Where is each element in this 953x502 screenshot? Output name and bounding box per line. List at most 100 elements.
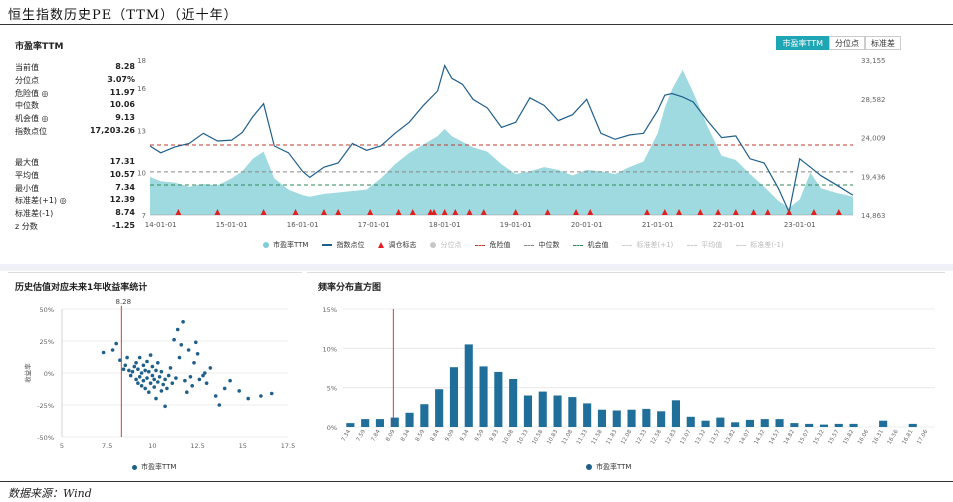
x-tick-label: 7.34 (341, 429, 353, 443)
stat-row: 标准差(+1) ◎ 12.39 (15, 195, 135, 207)
tab-pe-ttm[interactable]: 市盈率TTM (776, 36, 829, 50)
histogram-bar (775, 419, 784, 427)
x-tick-label: 17.06 (916, 429, 929, 446)
histogram-bar (849, 423, 858, 427)
x-tick-label: 7.5 (102, 442, 112, 450)
x-tick-label: 10.33 (517, 429, 530, 446)
tab-percentile[interactable]: 分位点 (829, 36, 865, 50)
legend-item[interactable]: 标准差(+1) (622, 240, 673, 250)
stat-label: 机会值 ◎ (15, 114, 49, 124)
x-tick-label: 17.5 (281, 442, 295, 450)
legend-item[interactable]: 调仓标志 (378, 240, 416, 250)
scatter-point (137, 375, 142, 379)
title-divider (0, 24, 953, 25)
scatter-point (125, 355, 129, 360)
scatter-point (179, 343, 184, 347)
x-tick-label: 13.57 (709, 429, 722, 446)
scatter-point (147, 369, 151, 374)
y-tick-label: -50% (37, 434, 54, 442)
legend-swatch-icon (475, 244, 486, 246)
stat-label: 标准差(-1) (15, 209, 54, 219)
scatter-point (204, 381, 209, 385)
x-tick-label: 8.59 (415, 429, 427, 443)
stat-row: 当前值 8.28 (15, 62, 135, 74)
stat-label: 危险值 ◎ (15, 88, 49, 98)
histogram-bar (745, 419, 754, 427)
left-y-tick-label: 13 (137, 127, 146, 135)
rebalance-marker (320, 209, 327, 215)
x-tick-label: 10 (148, 442, 156, 450)
histogram-bar (420, 404, 429, 427)
stat-value: 3.07% (107, 74, 135, 84)
pe-panel-title: 市盈率TTM (15, 42, 64, 52)
right-y-tick-label: 33,155 (861, 57, 886, 65)
histogram-bar (879, 420, 888, 427)
rebalance-marker (676, 209, 683, 215)
legend-label: 中位数 (538, 241, 560, 249)
legend-swatch-icon (430, 242, 437, 248)
histogram-bar (716, 417, 725, 427)
scatter-point (159, 369, 164, 374)
stat-value: 17.31 (109, 157, 135, 166)
legend-item[interactable]: 标准差(-1) (736, 240, 784, 250)
y-tick-label: 5% (327, 385, 337, 393)
scatter-point (208, 366, 213, 370)
x-tick-label: 8.34 (400, 429, 412, 443)
stat-row: 分位点 3.07% (15, 75, 135, 87)
scatter-point (185, 390, 189, 394)
stat-row: 指数点位 17,203.26 (15, 126, 135, 138)
rebalance-marker (214, 209, 221, 215)
scatter-point (132, 364, 137, 369)
x-tick-label: 11.83 (605, 429, 618, 446)
scatter-point (136, 381, 140, 385)
scatter-point (156, 380, 160, 384)
scatter-point (194, 340, 198, 345)
x-tick-label: 18-01-01 (429, 221, 461, 229)
stat-value: 8.28 (115, 62, 135, 71)
stat-value: 10.06 (109, 100, 135, 110)
histogram-bar (612, 410, 621, 427)
legend-swatch-icon (263, 242, 269, 248)
stat-label: 平均值 (15, 170, 39, 180)
legend-swatch-icon (524, 244, 535, 246)
legend-item[interactable]: 危险值 (475, 240, 510, 250)
legend-item[interactable]: 指数点位 (322, 240, 364, 250)
right-y-tick-label: 19,436 (861, 173, 886, 181)
histogram-bar (553, 395, 562, 427)
stat-label: 标准差(+1) ◎ (15, 196, 67, 206)
legend-item[interactable]: 市盈率TTM (263, 240, 308, 250)
x-tick-label: 16.06 (857, 429, 870, 446)
x-tick-label: 12.5 (190, 442, 204, 450)
legend-label: 机会值 (587, 241, 609, 249)
legend-swatch-icon (378, 242, 385, 248)
stat-row: 最小值 7.34 (15, 183, 135, 195)
tab-std-dev[interactable]: 标准差 (865, 36, 901, 50)
scatter-point (123, 363, 128, 368)
scatter-point (141, 363, 146, 368)
histogram-bar (671, 400, 680, 427)
legend-item[interactable]: 机会值 (573, 240, 608, 250)
legend-item[interactable]: 中位数 (524, 240, 559, 250)
stat-value: 12.39 (109, 195, 135, 205)
rebalance-marker (587, 209, 594, 215)
scatter-point (201, 373, 205, 378)
y-tick-label: 15% (323, 306, 337, 314)
scatter-point (246, 396, 250, 401)
scatter-legend-marker (132, 464, 137, 470)
histogram-bar (390, 417, 399, 427)
legend-label: 指数点位 (336, 241, 365, 249)
legend-item[interactable]: 平均值 (687, 240, 722, 250)
legend-item[interactable]: 分位点 (430, 240, 461, 250)
pe-history-panel: 市盈率TTM 市盈率TTM 分位点 标准差 当前值 8.28 分位点 3.07% 危险值… (8, 30, 945, 262)
left-y-tick-label: 10 (137, 170, 146, 178)
scatter-point (213, 394, 218, 398)
left-y-tick-label: 16 (137, 85, 146, 93)
x-tick-label: 16.56 (887, 429, 900, 446)
scatter-point (121, 367, 126, 371)
x-tick-label: 14.82 (783, 429, 796, 446)
rebalance-marker (544, 209, 551, 215)
histogram-bar (568, 397, 577, 427)
x-tick-label: 22-01-01 (713, 221, 745, 229)
rebalance-marker (764, 209, 771, 215)
histogram-bar (523, 395, 532, 427)
